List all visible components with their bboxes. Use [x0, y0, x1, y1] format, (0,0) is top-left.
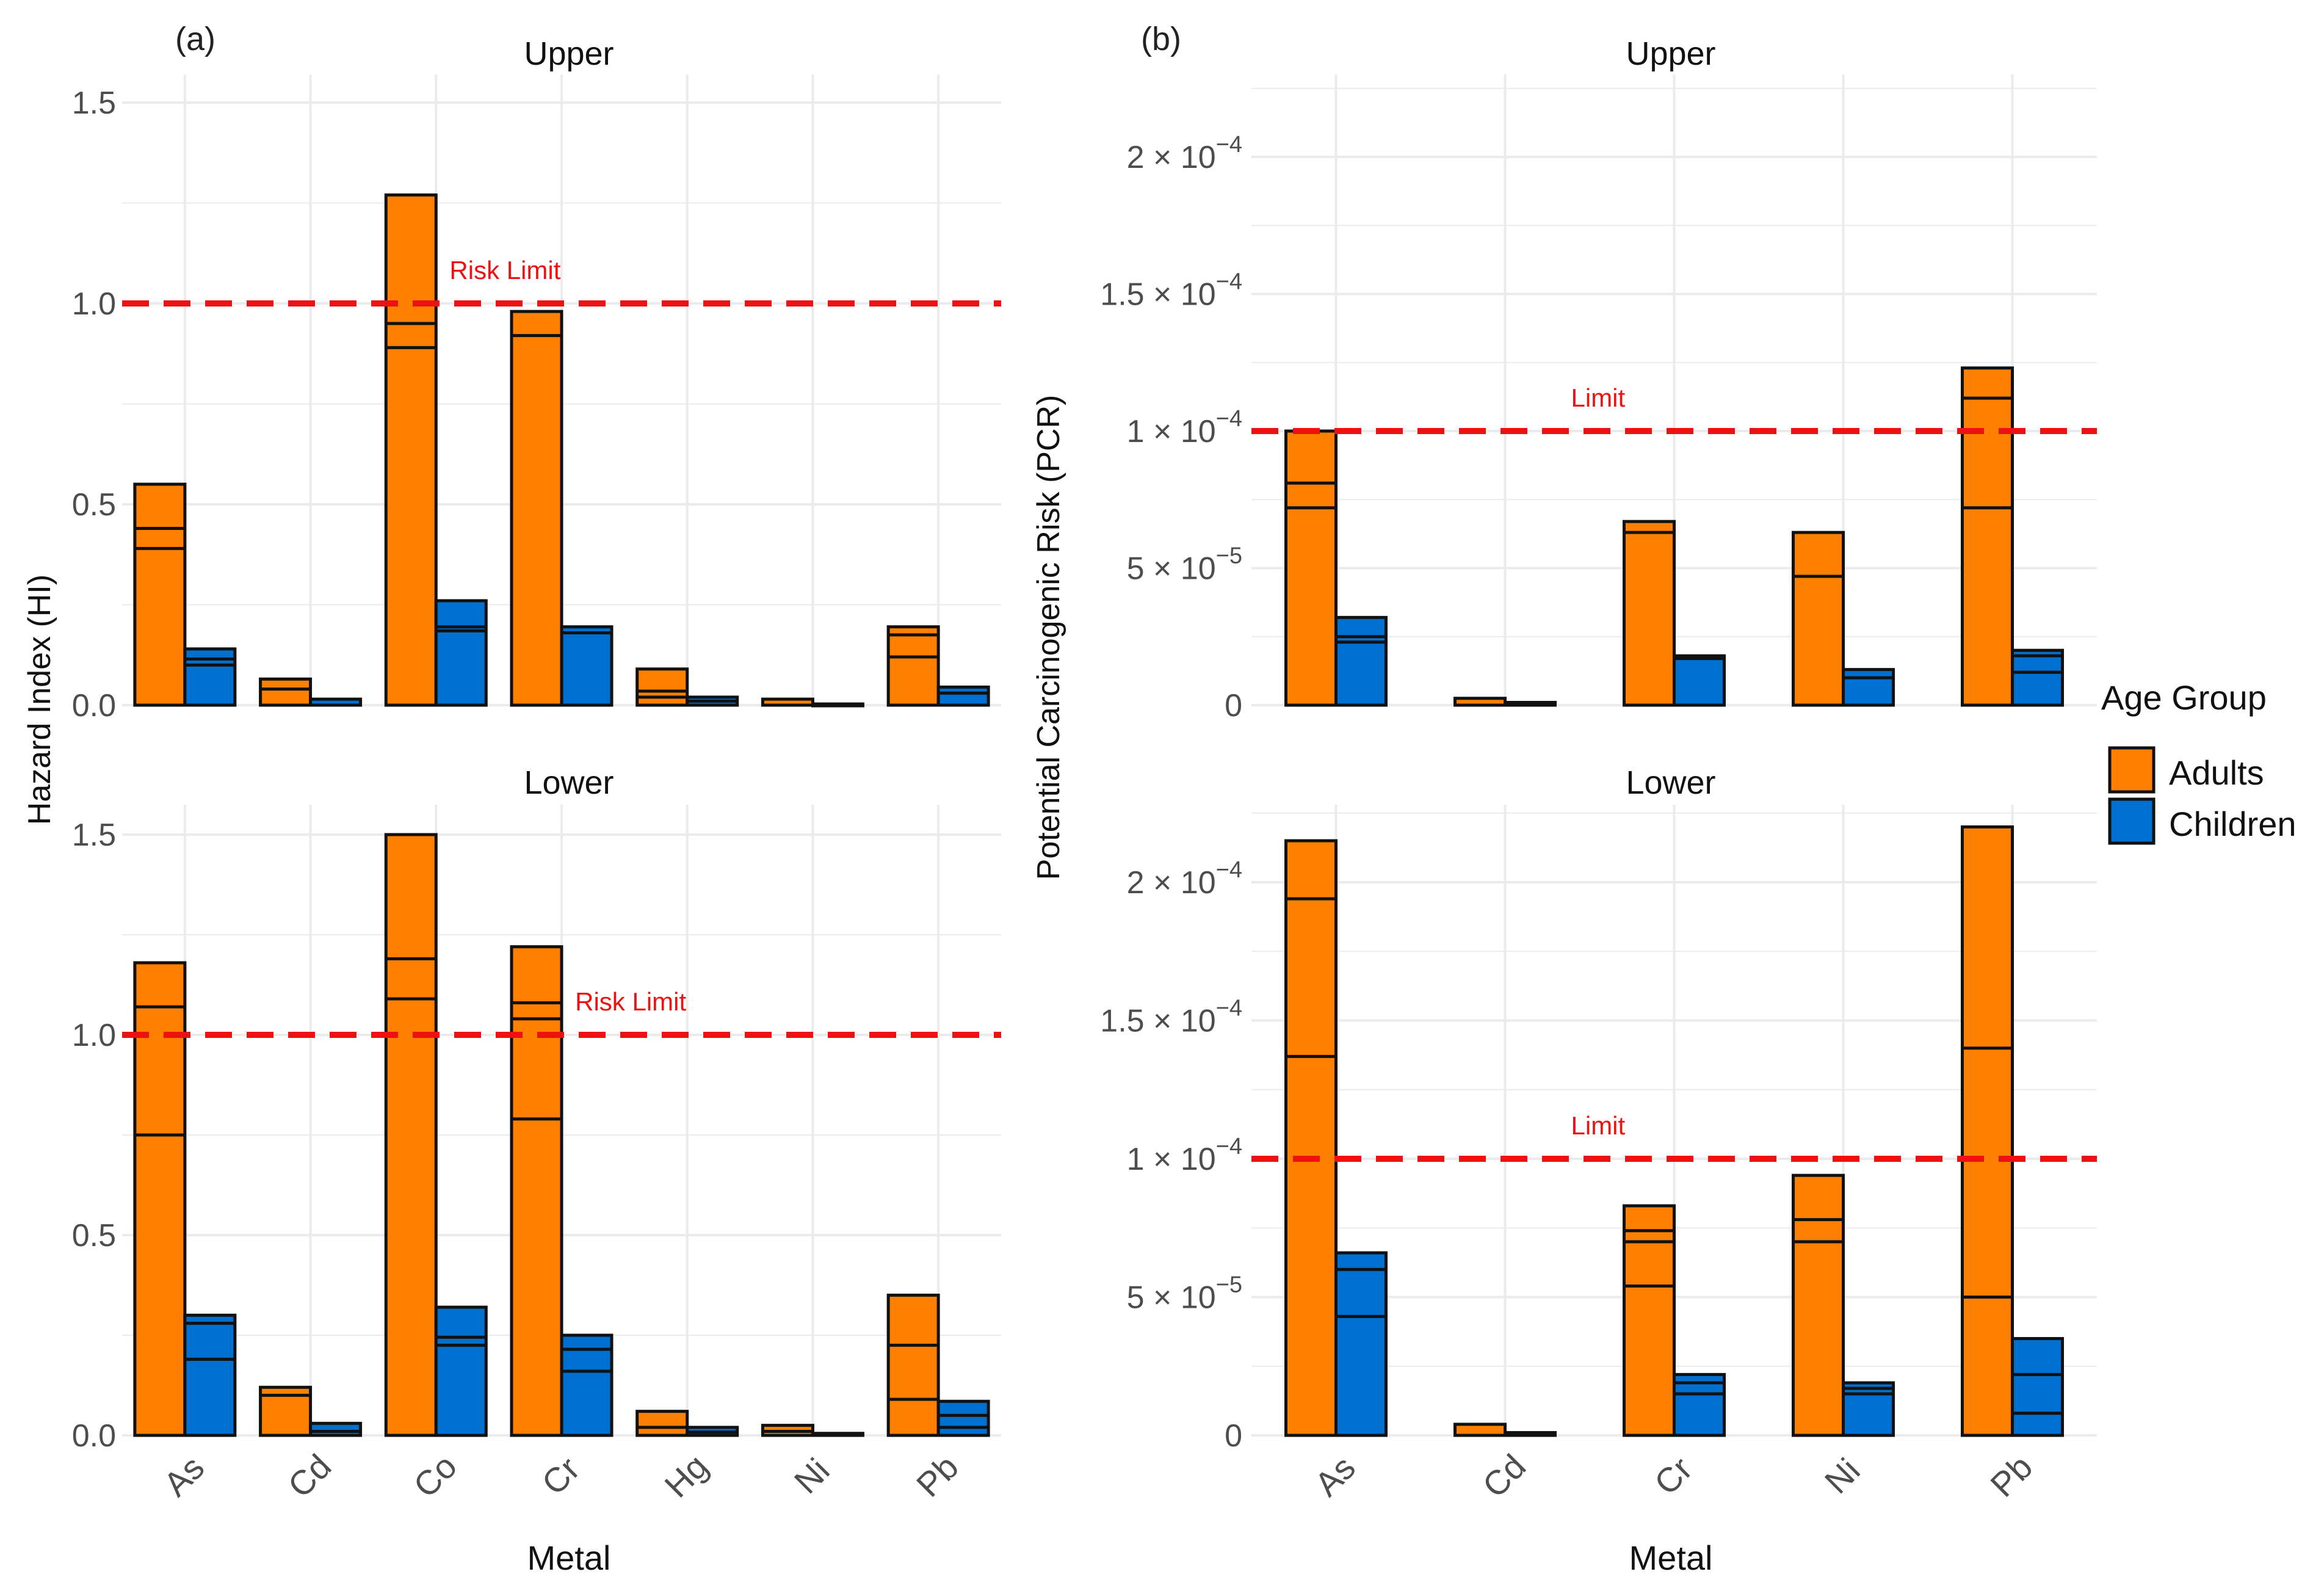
- bar-a-upper-adults-Cr: [510, 310, 563, 707]
- bar-b-upper-adults-Pb: [1961, 366, 2014, 707]
- y-tick-label-a-upper-2: 1.0: [72, 286, 116, 322]
- bar-b-lower-children-Pb: [2011, 1336, 2064, 1437]
- bar-b-upper-children-Ni: [1842, 668, 1895, 707]
- y-tick-label-b-upper-4: 2 × 10−4: [1127, 132, 1242, 175]
- panel-b-lower-plot: 0 5 × 10−5 1 × 10−4 1.5 × 10−4 2 × 10−4 Limit…: [1100, 805, 2097, 1505]
- bar-b-upper-adults-Cd: [1453, 697, 1507, 707]
- y-tick-label-a-upper-1: 0.5: [72, 487, 116, 523]
- y-tick-label-b-upper-0: 0: [1225, 688, 1242, 723]
- bar-b-upper-adults-Cr: [1623, 520, 1676, 707]
- bar-b-upper-adults-Ni: [1792, 531, 1845, 707]
- bar-a-lower-adults-As: [133, 961, 187, 1437]
- limit-label-a-lower: Risk Limit: [575, 987, 686, 1016]
- y-tick-label-b-lower-2: 1 × 10−4: [1127, 1134, 1242, 1177]
- legend: Age Group Adults Children: [2101, 678, 2297, 845]
- limit-label-b-lower: Limit: [1571, 1111, 1626, 1140]
- bar-a-upper-children-Co: [434, 599, 488, 707]
- y-tick-label-b-lower-1: 5 × 10−5: [1127, 1272, 1242, 1316]
- bar-b-lower-children-Ni: [1842, 1381, 1895, 1437]
- bar-a-upper-children-Ni: [811, 702, 864, 708]
- panel-a-x-axis-title: Metal: [527, 1539, 611, 1577]
- panel-a-facet-upper-title: Upper: [524, 35, 614, 72]
- y-tick-label-a-lower-3: 1.5: [72, 818, 116, 853]
- bar-a-upper-adults-Co: [384, 193, 438, 707]
- panel-b-x-axis-title: Metal: [1629, 1539, 1713, 1577]
- panel-b-facet-lower-title: Lower: [1626, 764, 1715, 801]
- bar-a-upper-adults-As: [133, 482, 187, 707]
- bar-a-upper-children-As: [183, 647, 237, 707]
- legend-label-children: Children: [2169, 805, 2297, 843]
- bar-a-lower-children-Cr: [560, 1333, 614, 1437]
- bar-a-lower-children-Ni: [811, 1432, 864, 1437]
- bar-b-upper-children-Pb: [2011, 648, 2064, 707]
- bar-a-lower-children-As: [183, 1313, 237, 1437]
- legend-label-adults: Adults: [2169, 753, 2264, 792]
- bar-a-upper-children-Pb: [936, 685, 990, 707]
- bar-a-upper-adults-Hg: [635, 667, 689, 707]
- bar-a-lower-adults-Hg: [635, 1410, 689, 1437]
- bar-a-lower-adults-Co: [384, 833, 438, 1437]
- legend-swatch-adults: [2108, 746, 2156, 794]
- limit-label-b-upper: Limit: [1571, 383, 1626, 412]
- y-tick-label-a-lower-0: 0.0: [72, 1418, 116, 1454]
- bar-b-lower-adults-Cr: [1623, 1204, 1676, 1437]
- bar-b-lower-adults-As: [1284, 839, 1338, 1437]
- panel-b-y-axis-title: Potential Carcinogenic Risk (PCR): [1031, 395, 1066, 880]
- y-tick-label-b-lower-3: 1.5 × 10−4: [1100, 996, 1242, 1039]
- bar-b-lower-children-Cr: [1673, 1372, 1726, 1437]
- bar-a-upper-adults-Cd: [259, 677, 313, 707]
- y-tick-label-a-upper-3: 1.5: [72, 85, 116, 121]
- bar-b-lower-adults-Cd: [1453, 1423, 1507, 1437]
- bar-a-lower-children-Co: [434, 1305, 488, 1437]
- limit-label-a-upper: Risk Limit: [449, 256, 560, 285]
- bar-b-lower-children-As: [1334, 1251, 1388, 1437]
- y-tick-label-a-lower-1: 0.5: [72, 1218, 116, 1253]
- bar-a-upper-adults-Ni: [761, 697, 814, 707]
- bar-b-upper-adults-As: [1284, 429, 1338, 707]
- bar-a-lower-adults-Pb: [886, 1293, 940, 1437]
- panel-a-y-axis-title: Hazard Index (HI): [22, 575, 57, 825]
- bar-b-upper-children-Cd: [1504, 701, 1557, 707]
- y-tick-label-b-lower-4: 2 × 10−4: [1127, 857, 1242, 901]
- bar-a-lower-adults-Cr: [510, 945, 563, 1437]
- bar-a-upper-children-Cr: [560, 625, 614, 707]
- legend-title: Age Group: [2101, 678, 2267, 717]
- y-tick-label-a-upper-0: 0.0: [72, 688, 116, 723]
- panel-b-facet-upper-title: Upper: [1626, 35, 1715, 72]
- y-tick-label-b-upper-3: 1.5 × 10−4: [1100, 269, 1242, 313]
- y-tick-label-a-lower-2: 1.0: [72, 1018, 116, 1053]
- bar-b-lower-adults-Pb: [1961, 825, 2014, 1437]
- bar-a-upper-children-Cd: [309, 697, 363, 707]
- panel-a-facet-lower-title: Lower: [524, 764, 614, 801]
- panel-a-label: (a): [175, 21, 215, 57]
- legend-swatch-children: [2108, 797, 2156, 845]
- bar-a-lower-children-Cd: [309, 1421, 363, 1437]
- bar-a-upper-adults-Pb: [886, 625, 940, 707]
- bar-b-lower-children-Cd: [1504, 1430, 1557, 1437]
- y-tick-label-b-upper-2: 1 × 10−4: [1127, 406, 1242, 449]
- bar-a-lower-children-Pb: [936, 1399, 990, 1437]
- y-tick-label-b-upper-1: 5 × 10−5: [1127, 543, 1242, 587]
- bar-b-upper-children-Cr: [1673, 654, 1726, 707]
- panel-a-upper-plot: 0.0 0.5 1.0 1.5 Risk Limit: [72, 74, 1001, 723]
- bar-b-upper-children-As: [1334, 615, 1388, 707]
- panel-b-label: (b): [1141, 21, 1181, 57]
- y-tick-label-b-lower-0: 0: [1225, 1418, 1242, 1454]
- panel-b-upper-plot: 0 5 × 10−5 1 × 10−4 1.5 × 10−4 2 × 10−4 Limit: [1100, 74, 2097, 723]
- bar-b-lower-adults-Ni: [1792, 1173, 1845, 1437]
